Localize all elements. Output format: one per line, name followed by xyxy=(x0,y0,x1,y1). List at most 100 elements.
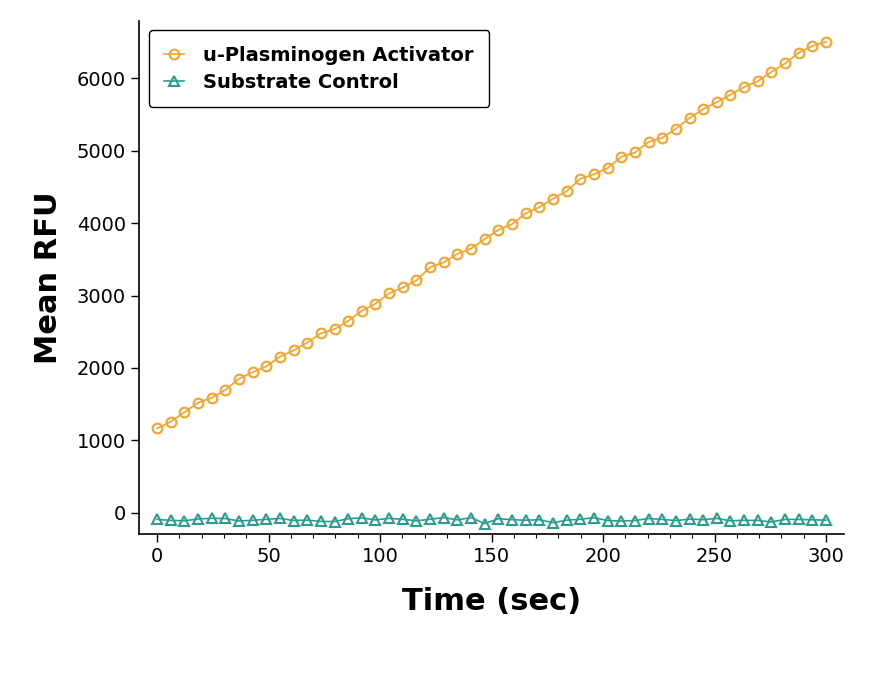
u-Plasminogen Activator xyxy=(642,138,653,146)
u-Plasminogen Activator xyxy=(629,149,640,157)
Substrate Control xyxy=(479,519,489,527)
X-axis label: Time (sec): Time (sec) xyxy=(401,587,580,616)
Substrate Control xyxy=(615,517,626,525)
Substrate Control xyxy=(574,515,585,523)
Substrate Control xyxy=(234,517,244,525)
Substrate Control xyxy=(588,514,599,522)
Substrate Control xyxy=(329,517,340,525)
Substrate Control xyxy=(288,516,298,525)
u-Plasminogen Activator xyxy=(397,284,408,292)
Substrate Control xyxy=(752,516,762,525)
Substrate Control xyxy=(370,516,381,524)
u-Plasminogen Activator xyxy=(438,258,448,266)
u-Plasminogen Activator xyxy=(193,399,203,407)
Substrate Control xyxy=(793,515,803,523)
u-Plasminogen Activator xyxy=(615,153,626,161)
u-Plasminogen Activator xyxy=(452,250,462,258)
Substrate Control xyxy=(684,515,694,523)
u-Plasminogen Activator xyxy=(152,425,163,433)
Substrate Control xyxy=(642,514,653,523)
u-Plasminogen Activator xyxy=(220,386,230,394)
u-Plasminogen Activator xyxy=(234,375,244,383)
Substrate Control xyxy=(697,516,707,524)
u-Plasminogen Activator xyxy=(670,125,680,133)
Substrate Control xyxy=(725,516,735,525)
Substrate Control xyxy=(465,514,475,522)
Substrate Control xyxy=(315,517,326,525)
u-Plasminogen Activator xyxy=(806,42,817,50)
Substrate Control xyxy=(711,514,721,523)
u-Plasminogen Activator xyxy=(370,299,381,308)
u-Plasminogen Activator xyxy=(465,245,475,253)
Line: Substrate Control: Substrate Control xyxy=(152,512,830,529)
u-Plasminogen Activator xyxy=(165,418,176,426)
u-Plasminogen Activator xyxy=(383,289,394,297)
u-Plasminogen Activator xyxy=(247,368,257,376)
u-Plasminogen Activator xyxy=(411,276,421,284)
u-Plasminogen Activator xyxy=(288,347,298,355)
Substrate Control xyxy=(206,514,216,523)
u-Plasminogen Activator xyxy=(547,195,558,203)
Substrate Control xyxy=(193,515,203,523)
Substrate Control xyxy=(629,516,640,525)
Line: u-Plasminogen Activator: u-Plasminogen Activator xyxy=(152,37,830,434)
Substrate Control xyxy=(356,514,367,522)
u-Plasminogen Activator xyxy=(493,226,503,234)
Substrate Control xyxy=(507,516,517,524)
u-Plasminogen Activator xyxy=(752,77,762,86)
u-Plasminogen Activator xyxy=(819,38,830,46)
u-Plasminogen Activator xyxy=(588,170,599,178)
Substrate Control xyxy=(601,516,612,525)
Substrate Control xyxy=(438,514,448,522)
Substrate Control xyxy=(493,514,503,523)
u-Plasminogen Activator xyxy=(179,408,189,416)
u-Plasminogen Activator xyxy=(315,329,326,337)
u-Plasminogen Activator xyxy=(520,210,530,218)
Substrate Control xyxy=(302,516,312,524)
Substrate Control xyxy=(165,516,176,525)
Legend: u-Plasminogen Activator, Substrate Control: u-Plasminogen Activator, Substrate Contr… xyxy=(149,30,489,107)
Substrate Control xyxy=(520,516,530,525)
u-Plasminogen Activator xyxy=(697,105,707,113)
u-Plasminogen Activator xyxy=(574,175,585,183)
u-Plasminogen Activator xyxy=(738,83,748,91)
Substrate Control xyxy=(220,514,230,523)
u-Plasminogen Activator xyxy=(329,325,340,334)
Substrate Control xyxy=(424,515,434,523)
Substrate Control xyxy=(247,516,257,525)
Substrate Control xyxy=(547,519,558,527)
u-Plasminogen Activator xyxy=(206,394,216,402)
Substrate Control xyxy=(342,514,353,523)
u-Plasminogen Activator xyxy=(534,203,544,211)
Substrate Control xyxy=(806,516,817,524)
u-Plasminogen Activator xyxy=(725,90,735,99)
u-Plasminogen Activator xyxy=(656,134,667,142)
u-Plasminogen Activator xyxy=(261,362,271,371)
Substrate Control xyxy=(397,515,408,523)
Substrate Control xyxy=(670,516,680,525)
u-Plasminogen Activator xyxy=(507,220,517,228)
Substrate Control xyxy=(819,516,830,524)
u-Plasminogen Activator xyxy=(779,60,789,68)
u-Plasminogen Activator xyxy=(424,263,434,271)
Substrate Control xyxy=(738,516,748,525)
Substrate Control xyxy=(452,516,462,524)
Substrate Control xyxy=(411,516,421,525)
u-Plasminogen Activator xyxy=(561,187,571,195)
u-Plasminogen Activator xyxy=(479,235,489,243)
Substrate Control xyxy=(561,516,571,524)
u-Plasminogen Activator xyxy=(766,68,776,76)
u-Plasminogen Activator xyxy=(601,164,612,172)
Substrate Control xyxy=(275,514,285,523)
Substrate Control xyxy=(766,518,776,526)
Substrate Control xyxy=(261,515,271,523)
Substrate Control xyxy=(779,515,789,523)
u-Plasminogen Activator xyxy=(711,98,721,106)
Y-axis label: Mean RFU: Mean RFU xyxy=(34,191,63,364)
u-Plasminogen Activator xyxy=(342,316,353,325)
u-Plasminogen Activator xyxy=(793,49,803,57)
Substrate Control xyxy=(383,514,394,523)
Substrate Control xyxy=(152,515,163,523)
Substrate Control xyxy=(534,516,544,524)
Substrate Control xyxy=(179,516,189,525)
